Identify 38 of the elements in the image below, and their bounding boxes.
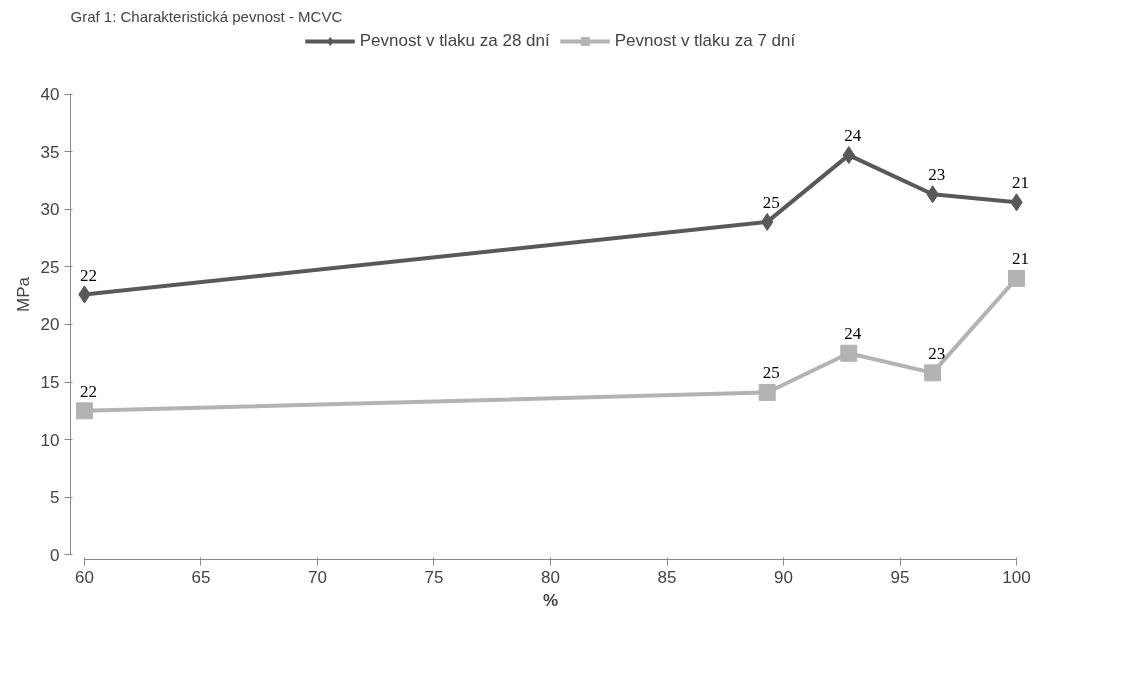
y-tick-label: 0 <box>50 545 60 565</box>
y-tick-label: 5 <box>50 488 60 508</box>
y-tick-label: 10 <box>40 430 60 450</box>
annotation: 24 <box>844 324 862 344</box>
x-tick-label: 75 <box>424 567 444 587</box>
x-tick-label: 100 <box>1002 567 1031 587</box>
y-tick-label: 35 <box>40 142 60 162</box>
x-tick-label: 80 <box>541 567 560 587</box>
annotation: 22 <box>79 381 97 401</box>
annotation: 21 <box>1012 173 1030 193</box>
x-axis-title: % <box>542 590 559 610</box>
point <box>924 364 942 382</box>
annotation: 23 <box>928 343 946 363</box>
annotation: 25 <box>762 363 780 383</box>
point <box>1008 269 1026 287</box>
x-tick-label: 90 <box>774 567 793 587</box>
x-tick-label: 85 <box>657 567 677 587</box>
y-tick-label: 15 <box>40 373 60 393</box>
y-tick-label: 30 <box>40 200 60 220</box>
point <box>840 344 858 362</box>
y-tick-label: 40 <box>40 85 60 105</box>
annotation: 23 <box>928 165 946 185</box>
point <box>758 383 776 401</box>
x-tick-label: 65 <box>191 567 211 587</box>
y-axis-title: MPa <box>13 276 33 312</box>
annotation: 22 <box>79 265 97 285</box>
x-tick-label: 70 <box>308 567 327 587</box>
legend-label: Pevnost v tlaku za 7 dní <box>614 31 796 51</box>
y-tick-label: 25 <box>40 257 60 277</box>
legend-label: Pevnost v tlaku za 28 dní <box>359 31 550 51</box>
annotation: 25 <box>762 192 780 212</box>
point <box>75 402 93 420</box>
annotation: 24 <box>844 126 862 146</box>
annotation: 21 <box>1012 249 1030 269</box>
chart-title: Graf 1: Charakteristická pevnost - MCVC <box>70 7 343 25</box>
x-tick-label: 95 <box>890 567 910 587</box>
y-tick-label: 20 <box>40 315 60 335</box>
x-tick-label: 60 <box>75 567 94 587</box>
